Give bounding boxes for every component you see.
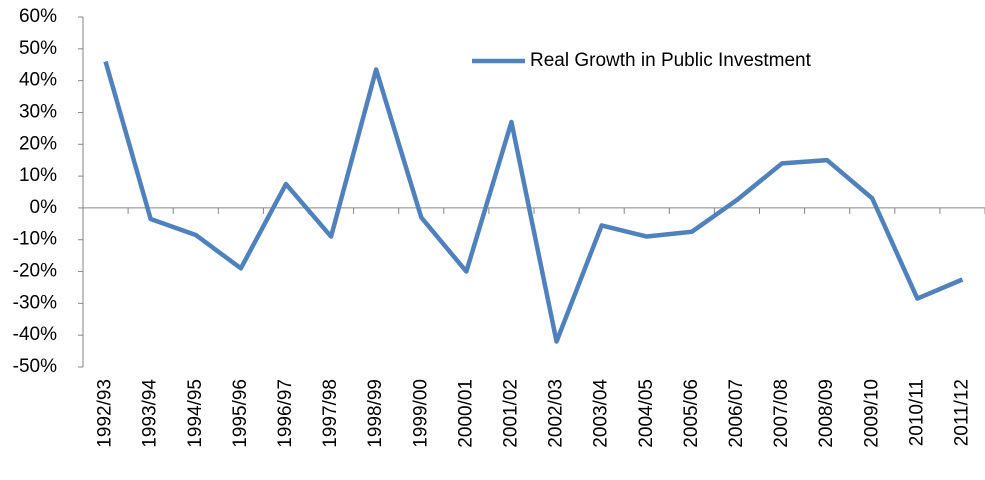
y-tick-label: 30% [19,101,57,122]
y-tick-label: 40% [19,70,57,91]
x-tick-label: 2009/10 [861,379,882,448]
legend-label: Real Growth in Public Investment [530,50,812,71]
x-tick-label: 1997/98 [320,379,341,448]
x-tick-label: 2006/07 [726,379,747,448]
x-tick-label: 1998/99 [365,379,386,448]
x-tick-label: 1992/93 [95,379,116,448]
x-tick-label: 1996/97 [275,379,296,448]
y-tick-label: -30% [13,292,57,313]
y-tick-label: 50% [19,38,57,59]
x-tick-label: 1995/96 [230,379,251,448]
x-tick-label: 1993/94 [140,379,161,448]
x-tick-label: 1994/95 [185,379,206,448]
x-tick-label: 2007/08 [771,379,792,448]
line-series [103,60,964,344]
x-tick-label: 2001/02 [500,379,521,448]
y-tick-label: 60% [19,6,57,27]
x-tick-label: 1999/00 [410,379,431,448]
y-tick-label: 10% [19,165,57,186]
x-tick-label: 2008/09 [816,379,837,448]
x-tick-label: 2005/06 [681,379,702,448]
y-tick-label: -50% [13,356,57,377]
y-tick-label: -10% [13,229,57,250]
x-tick-label: 2003/04 [591,379,612,448]
x-tick-label: 2010/11 [906,379,927,446]
y-tick-label: -40% [13,324,57,345]
y-tick-label: 0% [30,197,58,218]
x-tick-label: 2011/12 [951,379,972,446]
x-tick-label: 2002/03 [546,379,567,448]
y-tick-label: -20% [13,261,57,282]
y-tick-label: 20% [19,133,57,154]
x-tick-label: 2000/01 [455,379,476,448]
x-tick-label: 2004/05 [636,379,657,448]
